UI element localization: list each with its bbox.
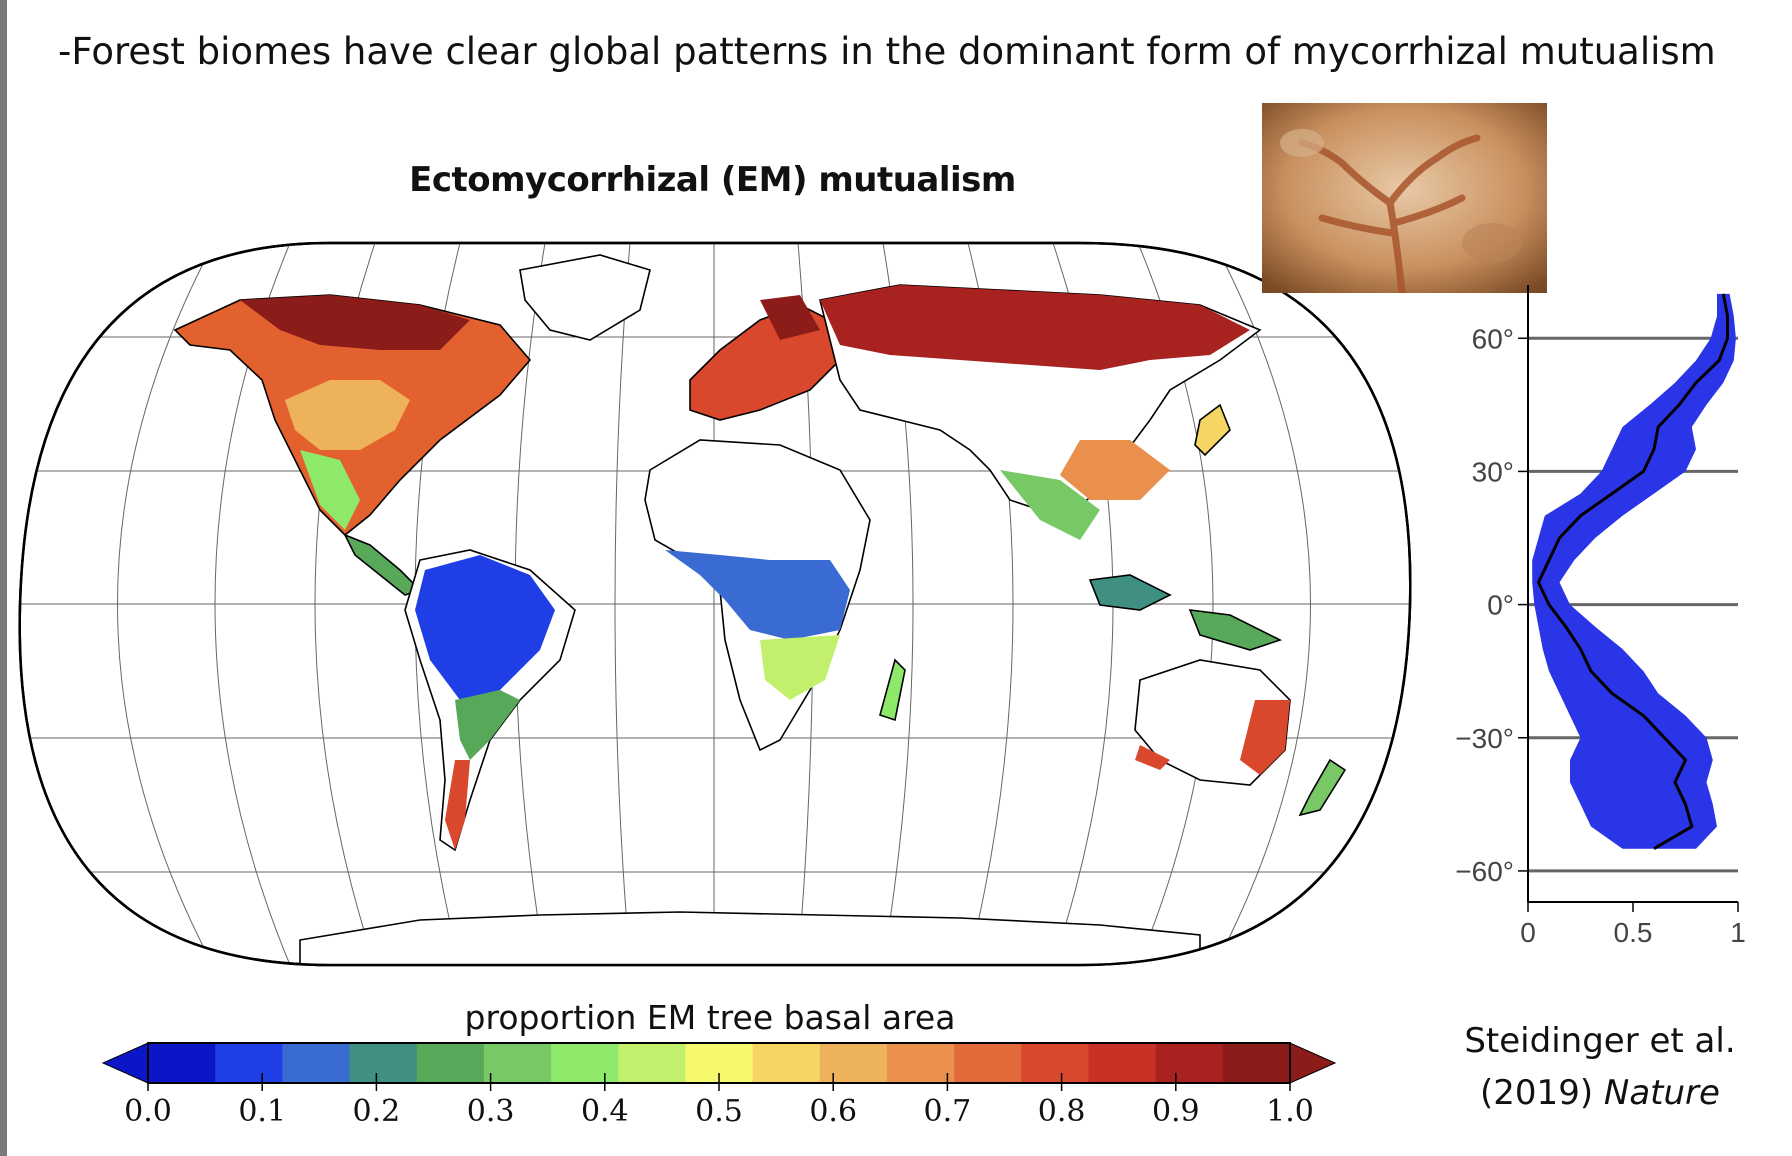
profile-x-tick-label: 0	[1520, 917, 1536, 948]
colorbar-swatch	[954, 1043, 1022, 1083]
mycorrhiza-image	[1262, 103, 1547, 293]
colorbar-tick-label: 0.5	[695, 1094, 743, 1129]
profile-x-tick-label: 1	[1730, 917, 1746, 948]
map-title: Ectomycorrhizal (EM) mutualism	[409, 160, 1016, 200]
slide-heading: -Forest biomes have clear global pattern…	[58, 30, 1716, 73]
continents	[173, 254, 1347, 965]
colorbar-tick-label: 0.0	[124, 1094, 172, 1129]
profile-y-tick-label: 0°	[1487, 590, 1514, 621]
citation: Steidinger et al. (2019) Nature	[1430, 1015, 1770, 1119]
colorbar-swatch	[1088, 1043, 1157, 1083]
colorbar-label: proportion EM tree basal area	[464, 998, 956, 1037]
colorbar-swatch	[1021, 1043, 1090, 1083]
profile-mean-line	[1536, 293, 1729, 850]
colorbar-tick-label: 0.6	[809, 1094, 857, 1129]
colorbar-tick-label: 1.0	[1266, 1094, 1314, 1129]
colorbar-ticks: 0.0 0.1 0.2 0.3 0.4 0.5 0.6 0.7 0.8 0.9 1.0	[124, 1073, 1314, 1129]
colorbar-tick-label: 0.4	[581, 1094, 629, 1129]
colorbar-tick-label: 0.3	[467, 1094, 515, 1129]
profile-x-tick-label: 0.5	[1614, 917, 1653, 948]
colorbar-swatch	[416, 1043, 485, 1083]
mycorrhiza-photo	[1262, 103, 1547, 293]
citation-source: (2019) Nature	[1430, 1067, 1770, 1119]
colorbar-tick-label: 0.8	[1038, 1094, 1086, 1129]
citation-year: (2019)	[1480, 1073, 1604, 1113]
profile-y-tick-label: 30°	[1472, 456, 1514, 487]
citation-authors: Steidinger et al.	[1464, 1021, 1736, 1061]
colorbar-swatch	[886, 1043, 955, 1083]
colorbar-tick-label: 0.7	[924, 1094, 972, 1129]
colorbar-swatch	[483, 1043, 552, 1083]
colorbar-swatch	[215, 1043, 283, 1083]
colorbar-swatch	[282, 1043, 351, 1083]
profile-confidence-band	[1532, 293, 1736, 849]
profile-y-tick-label: −30°	[1455, 723, 1514, 754]
profile-x-ticks: 0 0.5 1	[1520, 902, 1746, 948]
colorbar-swatch	[618, 1043, 687, 1083]
colorbar-tick-label: 0.1	[238, 1094, 286, 1129]
profile-y-tick-label: 60°	[1472, 323, 1514, 354]
window-edge	[0, 0, 7, 1156]
colorbar-swatch	[1155, 1043, 1224, 1083]
citation-journal: Nature	[1603, 1073, 1720, 1113]
colorbar-swatch	[752, 1043, 821, 1083]
profile-y-ticks: 60° 30° 0° −30° −60°	[1455, 323, 1514, 887]
colorbar-tick-label: 0.9	[1152, 1094, 1200, 1129]
colorbar-swatch	[551, 1043, 619, 1083]
colorbar-swatch	[148, 1043, 216, 1083]
colorbar-tick-label: 0.2	[353, 1094, 401, 1129]
profile-y-tick-label: −60°	[1455, 856, 1514, 887]
colorbar-swatch	[1222, 1043, 1291, 1083]
colorbar-swatch	[349, 1043, 418, 1083]
colorbar-swatches	[101, 1042, 1337, 1084]
colorbar-swatch	[819, 1043, 888, 1083]
